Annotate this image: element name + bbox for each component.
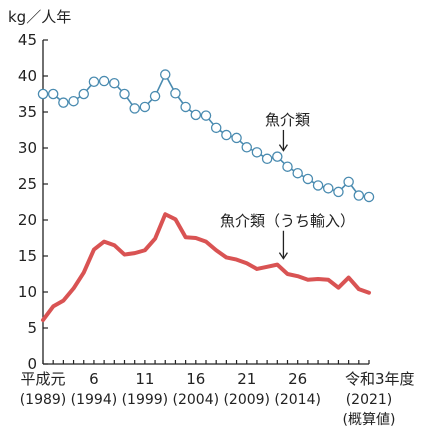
data-point [78, 88, 90, 100]
data-point [241, 142, 252, 153]
y-tick-label: 10 [18, 283, 37, 301]
y-tick-label: 45 [18, 31, 37, 49]
y-tick-label: 20 [18, 211, 37, 229]
data-point [251, 147, 263, 158]
series-line-seafood [42, 73, 370, 198]
data-point [343, 176, 354, 188]
x-tick-sublabel: (1989) [20, 392, 67, 408]
series-line-seafood-imports [41, 212, 371, 323]
y-tick-label: 40 [18, 67, 37, 85]
data-point [210, 122, 222, 134]
data-point [47, 88, 59, 100]
arrow-head-icon [278, 144, 288, 152]
data-point [231, 132, 242, 144]
y-axis-unit-label: kg／人年 [8, 8, 71, 26]
x-tick-label: 21 [237, 370, 256, 388]
data-point [322, 183, 334, 194]
x-tick-label: 11 [135, 370, 154, 388]
data-point [119, 88, 130, 100]
x-tick-label: 16 [186, 370, 205, 388]
data-point [159, 69, 171, 80]
data-point [292, 167, 303, 179]
x-ticks: 平成元 (1989) 6 (1994) 11 (1999) 16 (2004) 21 (2009)… [20, 360, 415, 428]
y-tick-label: 5 [27, 319, 37, 337]
data-point [170, 88, 181, 99]
x-tick-sublabel: (2009) [223, 392, 270, 408]
data-point [149, 90, 161, 102]
x-tick-label: 令和3年度 [345, 370, 415, 388]
data-point [363, 191, 375, 203]
data-point [200, 110, 212, 121]
data-point [98, 75, 110, 87]
series-label-seafood: 魚介類 [265, 111, 310, 129]
data-point [109, 77, 120, 89]
data-point [353, 190, 365, 201]
data-point [37, 88, 49, 100]
chart-axes [42, 40, 369, 365]
x-tick-sublabel-estimate: (概算値) [343, 412, 396, 428]
data-point [312, 180, 324, 191]
data-point [180, 101, 191, 113]
data-point [302, 173, 314, 185]
x-tick-sublabel: (1994) [71, 392, 118, 408]
data-point [88, 76, 100, 88]
data-point [333, 186, 344, 198]
data-point [261, 153, 273, 165]
y-tick-label: 15 [18, 247, 37, 265]
x-tick-label: 平成元 [20, 370, 65, 388]
x-tick-label: 6 [89, 370, 99, 388]
x-tick-sublabel: (1999) [122, 392, 169, 408]
data-point [58, 97, 69, 108]
y-tick-label: 25 [18, 175, 37, 193]
arrow-head-icon [278, 252, 288, 260]
y-ticks: 0 5 10 15 20 25 30 35 40 45 [18, 31, 48, 373]
x-tick-sublabel: (2004) [173, 392, 220, 408]
x-tick-sublabel: (2021) [346, 392, 393, 408]
y-tick-label: 35 [18, 103, 37, 121]
data-point [190, 109, 202, 121]
x-tick-sublabel: (2014) [274, 392, 321, 408]
data-point [68, 95, 79, 107]
data-point [129, 103, 140, 114]
data-point [282, 161, 293, 172]
data-point [272, 151, 283, 162]
y-tick-label: 30 [18, 139, 37, 157]
x-tick-label: 26 [288, 370, 307, 388]
data-point [221, 129, 232, 141]
series-layer [37, 69, 375, 323]
data-point [139, 101, 151, 113]
y-tick-label: 0 [27, 355, 37, 373]
series-label-seafood-imports: 魚介類（うち輸入） [220, 212, 355, 230]
